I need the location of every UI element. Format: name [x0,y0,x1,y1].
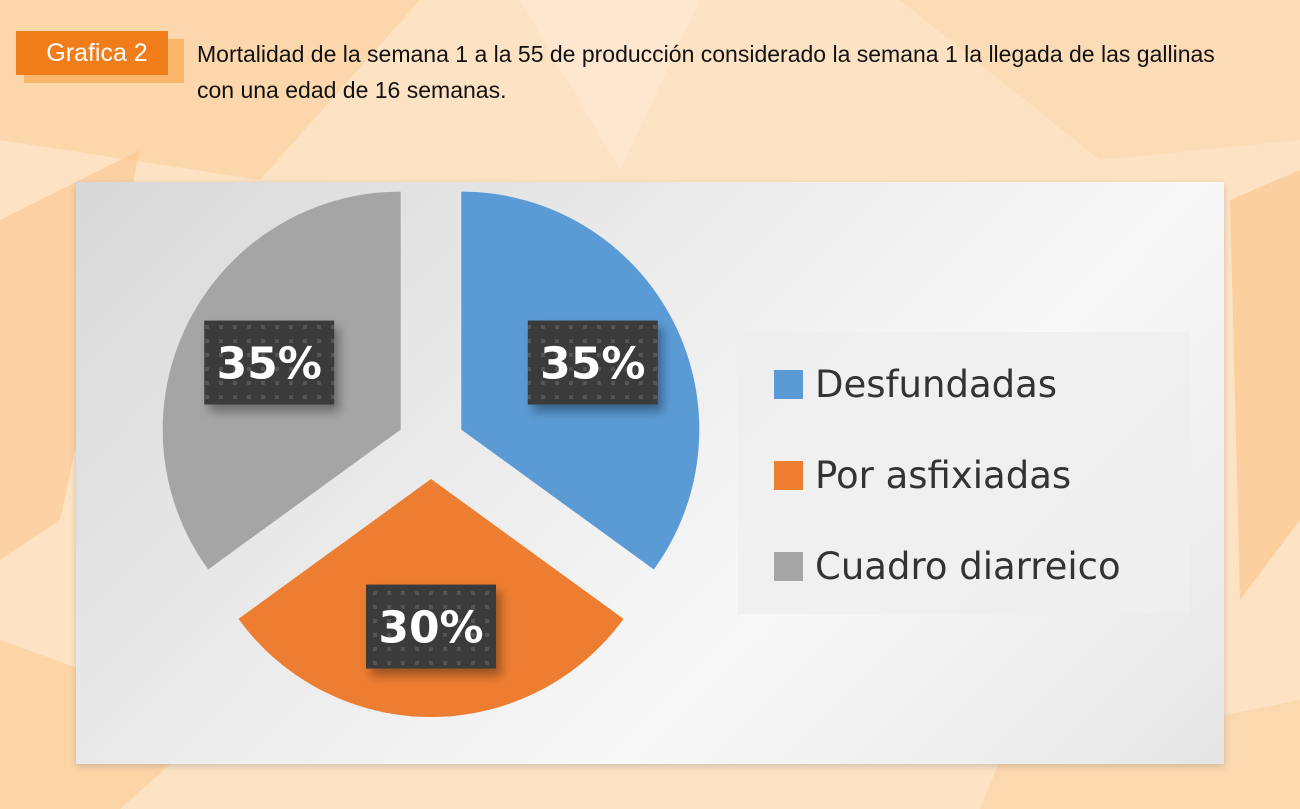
data-label-text: 30% [378,603,483,654]
data-label-por-asfixiadas: 30% [366,584,496,669]
data-label-text: 35% [217,339,322,390]
legend-label: Cuadro diarreico [815,544,1121,588]
data-label-desfundadas: 35% [527,320,658,405]
legend-item-por-asfixiadas: Por asfixiadas [774,451,1071,499]
data-label-text: 35% [540,339,645,390]
legend-item-cuadro-diarreico: Cuadro diarreico [774,542,1121,590]
legend-item-desfundadas: Desfundadas [774,360,1057,408]
figure-badge: Grafica 2 [16,31,168,75]
data-label-box [366,584,496,669]
chart-heading: Mortalidad de la semana 1 a la 55 de pro… [197,41,1215,103]
legend-label: Por asfixiadas [815,453,1072,497]
legend-swatch [774,369,803,399]
data-label-box [204,320,335,405]
data-label-box [527,320,658,405]
legend-swatch [774,551,803,581]
data-label-cuadro-diarreico: 35% [204,320,335,405]
chart-legend: Desfundadas Por asfixiadas Cuadro diarreic… [738,332,1190,614]
legend-swatch [774,460,803,490]
pie-chart: 35% 30% 35% [162,191,700,717]
legend-label: Desfundadas [815,362,1058,406]
chart-panel: 35% 30% 35% Desfundadas Por asfixiadas Cuadr… [76,182,1224,764]
